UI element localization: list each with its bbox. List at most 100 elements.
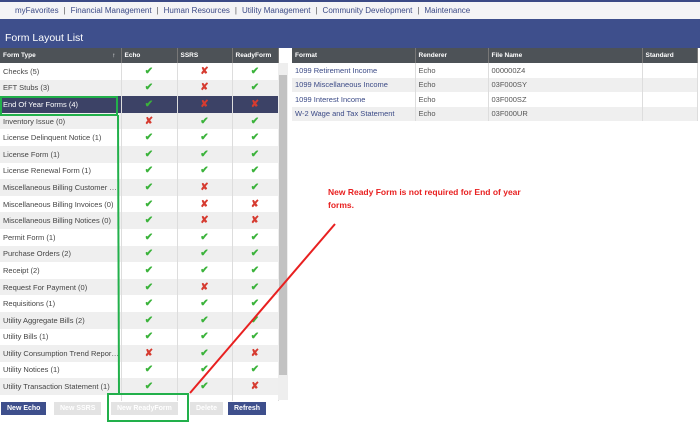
- form-type-cell: Receipt (2): [0, 262, 122, 279]
- page-title: Form Layout List: [5, 32, 84, 44]
- col-standard[interactable]: Standard: [642, 48, 698, 63]
- annotation-text: New Ready Form is not required for End o…: [328, 187, 521, 210]
- status-cell: ✔: [121, 278, 178, 296]
- check-icon: ✔: [200, 165, 209, 177]
- status-cell: ✔: [121, 262, 178, 279]
- status-cell: ✔: [232, 145, 279, 163]
- nav-separator: |: [234, 6, 237, 15]
- table-row[interactable]: 1099 Miscellaneous Income Echo 03F000SY: [292, 77, 698, 92]
- format-cell[interactable]: W-2 Wage and Tax Statement: [292, 106, 416, 121]
- status-cell: ✔: [232, 79, 279, 97]
- col-ssrs[interactable]: SSRS: [177, 48, 233, 63]
- status-cell: ✔: [232, 278, 279, 296]
- file-name-cell: 03F000UR: [488, 106, 643, 121]
- cross-icon: ✘: [250, 198, 260, 210]
- status-cell: ✔: [177, 112, 233, 130]
- format-cell[interactable]: 1099 Retirement Income: [292, 63, 416, 78]
- form-type-cell: Utility Bills (1): [0, 328, 122, 346]
- form-type-table: Form Type ↑ Echo SSRS ReadyForm Checks (5…: [0, 48, 279, 401]
- format-cell[interactable]: 1099 Miscellaneous Income: [292, 77, 416, 92]
- form-type-cell: Inventory Issue (0): [0, 112, 122, 130]
- nav-link[interactable]: Maintenance: [424, 6, 471, 15]
- table-row[interactable]: Miscellaneous Billing Notices (0) ✔ ✘ ✘: [0, 212, 279, 229]
- table-row[interactable]: Utility Aggregate Bills (2) ✔ ✔ ✔: [0, 311, 279, 329]
- table-row[interactable]: Checks (5) ✔ ✘ ✔: [0, 63, 279, 80]
- status-cell: ✔: [177, 228, 233, 246]
- check-icon: ✔: [200, 314, 209, 326]
- check-icon: ✔: [144, 281, 154, 293]
- status-cell: ✔: [121, 195, 178, 213]
- check-icon: ✔: [144, 298, 154, 310]
- table-row[interactable]: Utility Bills (1) ✔ ✔ ✔: [0, 328, 279, 346]
- col-format[interactable]: Format: [292, 48, 416, 63]
- col-echo[interactable]: Echo: [121, 48, 178, 63]
- check-icon: ✔: [144, 314, 154, 326]
- col-readyform[interactable]: ReadyForm: [232, 48, 279, 63]
- table-row[interactable]: Utility Consumption Trend Report ... ✘ ✔ ✘: [0, 345, 279, 362]
- new-readyform-button[interactable]: New ReadyForm: [111, 402, 178, 415]
- delete-button[interactable]: Delete: [190, 402, 224, 415]
- col-file-name[interactable]: File Name: [488, 48, 643, 63]
- file-name-cell: 03F000SY: [488, 77, 643, 92]
- format-table: Format Renderer File Name Standard 1099 …: [292, 48, 698, 121]
- nav-link[interactable]: Utility Management: [241, 6, 311, 15]
- form-type-cell: Utility Notices (1): [0, 361, 122, 379]
- table-row[interactable]: Request For Payment (0) ✔ ✘ ✔: [0, 278, 279, 296]
- table-row[interactable]: License Renewal Form (1) ✔ ✔ ✔: [0, 162, 279, 180]
- form-type-cell: EFT Stubs (3): [0, 79, 122, 97]
- standard-cell: [642, 92, 698, 107]
- table-row[interactable]: Purchase Orders (2) ✔ ✔ ✔: [0, 245, 279, 263]
- table-row[interactable]: Miscellaneous Billing Customer St... ✔ ✘ ✔: [0, 179, 279, 196]
- check-icon: ✔: [144, 381, 154, 393]
- nav-link[interactable]: Financial Management: [70, 6, 152, 15]
- col-form-type[interactable]: Form Type ↑: [0, 48, 122, 63]
- col-renderer[interactable]: Renderer: [415, 48, 489, 63]
- check-icon: ✔: [250, 364, 260, 376]
- check-icon: ✔: [144, 165, 154, 177]
- nav-link[interactable]: Human Resources: [163, 6, 230, 15]
- check-icon: ✔: [250, 132, 260, 144]
- table-row[interactable]: W-2 Wage and Tax Statement Echo 03F000UR: [292, 106, 698, 121]
- table-row[interactable]: Inventory Issue (0) ✘ ✔ ✔: [0, 112, 279, 130]
- table-row[interactable]: 1099 Interest Income Echo 03F000SZ: [292, 92, 698, 107]
- table-row[interactable]: End Of Year Forms (4) ✔ ✘ ✘: [0, 96, 279, 113]
- table-row[interactable]: Miscellaneous Billing Invoices (0) ✔ ✘ ✘: [0, 195, 279, 213]
- table-row[interactable]: Requisitions (1) ✔ ✔ ✔: [0, 295, 279, 312]
- table-row[interactable]: Utility Transaction Statement (1) ✔ ✔ ✘: [0, 378, 279, 395]
- cross-icon: ✘: [200, 65, 209, 77]
- check-icon: ✔: [250, 331, 260, 343]
- form-type-cell: License Delinquent Notice (1): [0, 129, 122, 146]
- status-cell: ✔: [232, 328, 279, 346]
- refresh-button[interactable]: Refresh: [228, 402, 267, 415]
- scrollbar-thumb[interactable]: [279, 75, 287, 375]
- status-cell: ✔: [121, 63, 178, 80]
- table-row[interactable]: License Form (1) ✔ ✔ ✔: [0, 145, 279, 163]
- check-icon: ✔: [250, 264, 260, 276]
- nav-link[interactable]: Community Development: [322, 6, 413, 15]
- check-icon: ✔: [144, 181, 154, 193]
- form-type-cell: Request For Payment (0): [0, 278, 122, 296]
- new-echo-button[interactable]: New Echo: [1, 402, 47, 415]
- table-row[interactable]: EFT Stubs (3) ✔ ✘ ✔: [0, 79, 279, 97]
- format-cell[interactable]: 1099 Interest Income: [292, 92, 416, 107]
- check-icon: ✔: [250, 148, 260, 160]
- scrollbar[interactable]: [278, 63, 288, 400]
- table-row[interactable]: Utility Notices (1) ✔ ✔ ✔: [0, 361, 279, 379]
- status-cell: ✘: [232, 96, 279, 113]
- check-icon: ✔: [200, 132, 209, 144]
- status-cell: ✔: [121, 295, 178, 312]
- check-icon: ✔: [250, 181, 260, 193]
- table-row[interactable]: License Delinquent Notice (1) ✔ ✔ ✔: [0, 129, 279, 146]
- table-row[interactable]: Receipt (2) ✔ ✔ ✔: [0, 262, 279, 279]
- status-cell: ✔: [177, 295, 233, 312]
- new-ssrs-button[interactable]: New SSRS: [54, 402, 102, 415]
- status-cell: ✘: [177, 278, 233, 296]
- page-header: Form Layout List: [0, 19, 700, 48]
- form-type-cell: Checks (5): [0, 63, 122, 80]
- nav-link[interactable]: myFavorites: [15, 6, 59, 15]
- status-cell: ✘: [121, 112, 178, 130]
- table-row[interactable]: Permit Form (1) ✔ ✔ ✔: [0, 228, 279, 246]
- cross-icon: ✘: [250, 347, 260, 359]
- table-row[interactable]: 1099 Retirement Income Echo 000000Z4: [292, 63, 698, 78]
- check-icon: ✔: [200, 115, 209, 127]
